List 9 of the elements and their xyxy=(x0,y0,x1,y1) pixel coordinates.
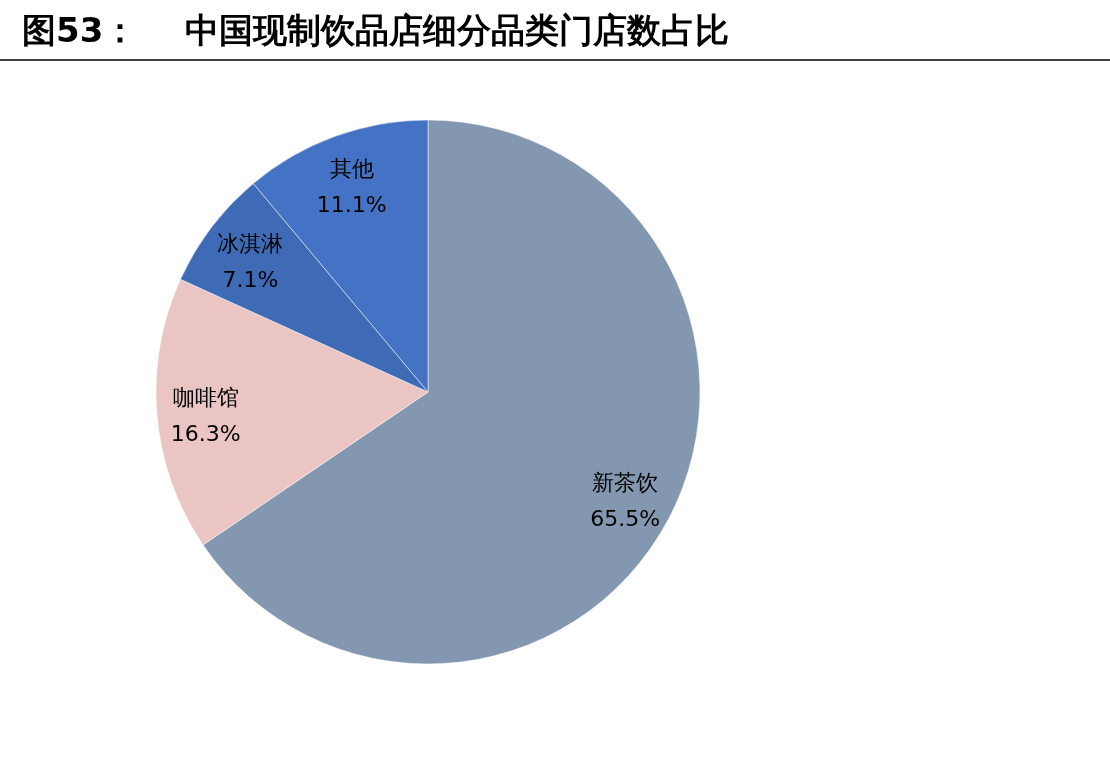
slice-label: 咖啡馆 xyxy=(172,384,239,410)
slice-label: 冰淇淋 xyxy=(217,230,284,256)
data-label: 16.3% xyxy=(170,420,241,446)
data-label: 11.1% xyxy=(316,192,387,218)
slice-label: 其他 xyxy=(329,156,374,182)
slice-label: 新茶饮 xyxy=(592,470,659,496)
data-label: 7.1% xyxy=(222,266,279,292)
chart-title: 图53： 中国现制饮品店细分品类门店数占比 xyxy=(22,10,729,50)
data-label: 65.5% xyxy=(590,506,661,532)
